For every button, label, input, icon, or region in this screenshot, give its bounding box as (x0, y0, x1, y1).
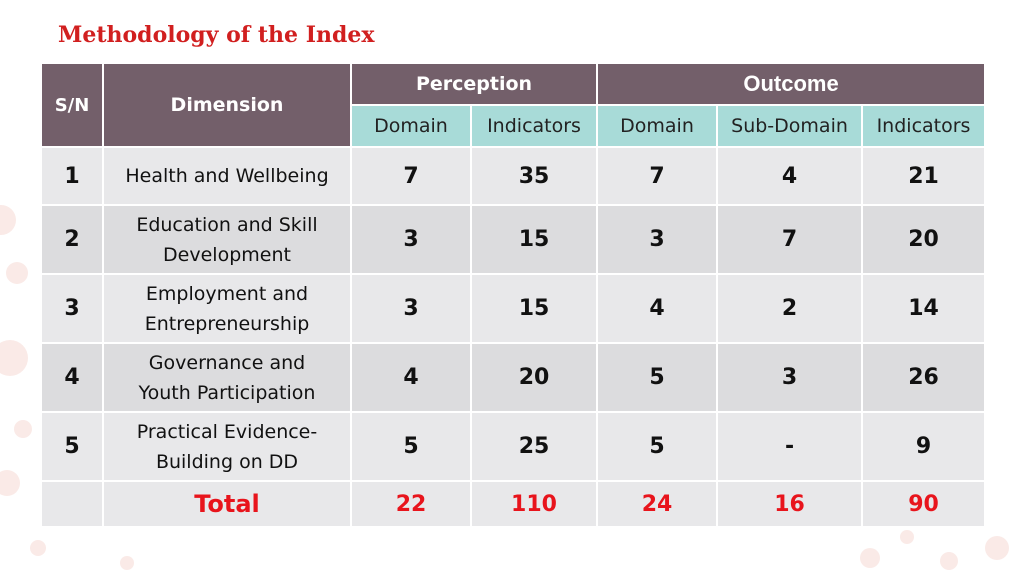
cell-outcome-domain: 5 (596, 342, 719, 413)
page-title: Methodology of the Index (40, 14, 476, 56)
cell-perception-indicators: 15 (469, 204, 599, 275)
header-sn: S/N (40, 62, 104, 148)
table-row: 3 Employment and Entrepreneurship 3 15 4… (40, 273, 987, 344)
total-perception-domain: 22 (350, 480, 472, 528)
cell-outcome-indicators: 21 (861, 146, 987, 206)
total-outcome-subdomain: 16 (716, 480, 864, 528)
cell-sn: 2 (40, 204, 104, 275)
cell-outcome-subdomain: 7 (716, 204, 864, 275)
background-dot (900, 530, 914, 544)
cell-perception-indicators: 35 (469, 146, 599, 206)
total-label: Total (102, 480, 352, 528)
cell-perception-indicators: 15 (469, 273, 599, 344)
cell-outcome-indicators: 9 (861, 411, 987, 482)
cell-dimension: Health and Wellbeing (102, 146, 352, 206)
cell-sn-empty (40, 480, 104, 528)
background-dot (120, 556, 134, 570)
table-row: 5 Practical Evidence-Building on DD 5 25… (40, 411, 987, 482)
header-dimension: Dimension (102, 62, 352, 148)
cell-outcome-indicators: 14 (861, 273, 987, 344)
cell-dimension: Education and Skill Development (102, 204, 352, 275)
subheader-perception-indicators: Indicators (469, 104, 599, 148)
background-dot (0, 205, 16, 235)
total-perception-indicators: 110 (469, 480, 599, 528)
cell-outcome-domain: 3 (596, 204, 719, 275)
cell-outcome-domain: 7 (596, 146, 719, 206)
background-dot (860, 548, 880, 568)
background-dot (985, 536, 1009, 560)
cell-outcome-subdomain: 3 (716, 342, 864, 413)
total-outcome-indicators: 90 (861, 480, 987, 528)
cell-perception-indicators: 25 (469, 411, 599, 482)
cell-dimension: Practical Evidence-Building on DD (102, 411, 352, 482)
cell-perception-domain: 3 (350, 273, 472, 344)
subheader-outcome-subdomain: Sub-Domain (716, 104, 864, 148)
subheader-perception-domain: Domain (350, 104, 472, 148)
header-perception: Perception (349, 62, 599, 106)
cell-dimension: Governance and Youth Participation (102, 342, 352, 413)
cell-outcome-domain: 5 (596, 411, 719, 482)
total-outcome-domain: 24 (596, 480, 719, 528)
table-row: 2 Education and Skill Development 3 15 3… (40, 204, 987, 275)
cell-perception-domain: 4 (350, 342, 472, 413)
cell-outcome-subdomain: 2 (716, 273, 864, 344)
cell-sn: 5 (40, 411, 104, 482)
cell-perception-indicators: 20 (469, 342, 599, 413)
cell-perception-domain: 3 (350, 204, 472, 275)
subheader-outcome-domain: Domain (596, 104, 719, 148)
subheader-outcome-indicators: Indicators (861, 104, 987, 148)
background-dot (14, 420, 32, 438)
header-outcome: Outcome (596, 62, 987, 106)
background-dot (940, 552, 958, 570)
cell-perception-domain: 7 (350, 146, 472, 206)
cell-outcome-domain: 4 (596, 273, 719, 344)
background-dot (30, 540, 46, 556)
cell-sn: 3 (40, 273, 104, 344)
table-row: 4 Governance and Youth Participation 4 2… (40, 342, 987, 413)
table-row: 1 Health and Wellbeing 7 35 7 4 21 (40, 146, 987, 206)
total-row: Total 22 110 24 16 90 (40, 480, 987, 528)
cell-dimension: Employment and Entrepreneurship (102, 273, 352, 344)
cell-outcome-subdomain: 4 (716, 146, 864, 206)
background-dot (0, 470, 20, 496)
methodology-table: S/N Dimension Perception Outcome Domain … (40, 62, 987, 528)
cell-sn: 1 (40, 146, 104, 206)
cell-sn: 4 (40, 342, 104, 413)
cell-outcome-indicators: 20 (861, 204, 987, 275)
background-dot (6, 262, 28, 284)
cell-outcome-indicators: 26 (861, 342, 987, 413)
cell-perception-domain: 5 (350, 411, 472, 482)
cell-outcome-subdomain: - (716, 411, 864, 482)
background-dot (0, 340, 28, 376)
